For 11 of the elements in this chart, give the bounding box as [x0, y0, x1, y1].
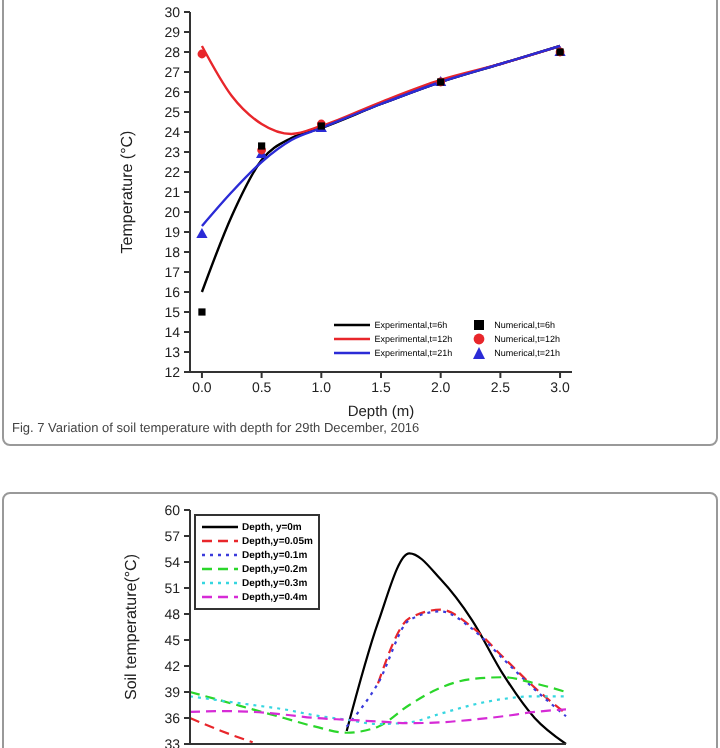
- point: [197, 49, 207, 59]
- point: [198, 308, 206, 316]
- point: [196, 228, 208, 238]
- point: [258, 142, 266, 150]
- line-series: [188, 676, 568, 734]
- line-series: [345, 610, 568, 728]
- line-series: [188, 695, 568, 726]
- line-series: [345, 552, 568, 744]
- line-series: [188, 708, 568, 725]
- y-axis-title: Temperature (°C): [117, 129, 136, 254]
- y-axis-title: Soil temperature(°C): [121, 553, 140, 700]
